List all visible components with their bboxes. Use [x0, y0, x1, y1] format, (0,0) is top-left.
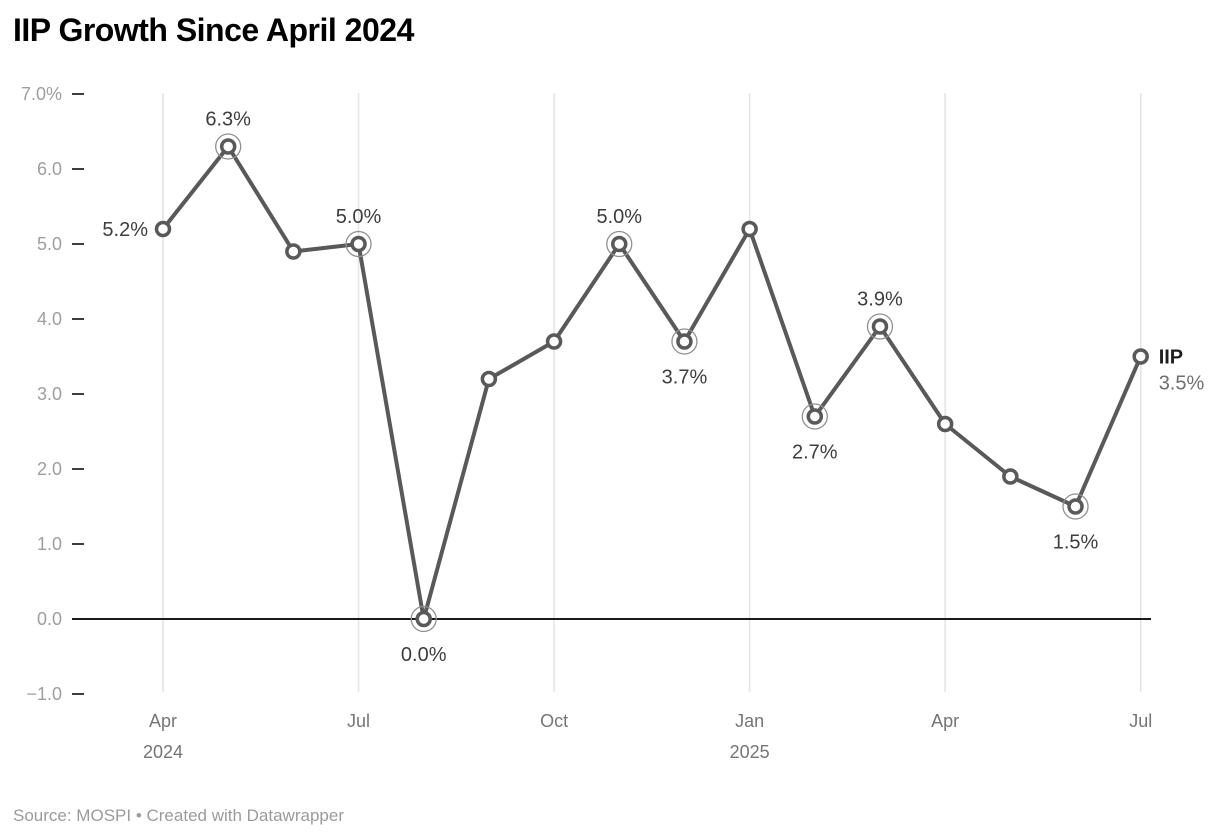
x-axis-year-label: 2025 [730, 742, 770, 762]
data-point [676, 333, 693, 350]
chart-title: IIP Growth Since April 2024 [13, 12, 414, 48]
highlight-ring [606, 230, 633, 258]
series-name-label: IIP [1159, 347, 1183, 369]
data-point [1002, 468, 1019, 485]
highlight-ring [866, 313, 894, 340]
highlight-ring [345, 230, 372, 258]
data-point [1067, 498, 1084, 515]
x-axis-label: Jul [347, 711, 370, 731]
data-point [1132, 348, 1149, 365]
data-point [480, 370, 498, 388]
data-point [415, 610, 432, 628]
point-value-label: 5.0% [596, 206, 642, 228]
point-value-label: 3.9% [857, 289, 903, 311]
y-axis-label: 7.0% [21, 84, 62, 104]
data-point [350, 235, 367, 253]
series-end-value: 3.5% [1159, 373, 1205, 395]
y-axis-label: 0.0 [37, 609, 62, 629]
point-value-label: 5.2% [102, 219, 148, 241]
data-point [936, 415, 954, 433]
y-axis-label: 6.0 [37, 159, 62, 179]
data-point [219, 138, 237, 155]
y-axis-label: −1.0 [26, 684, 62, 704]
point-value-label: 1.5% [1053, 532, 1099, 554]
x-axis-label: Jul [1129, 711, 1152, 731]
y-axis-label: 2.0 [37, 459, 62, 479]
data-point [154, 220, 172, 238]
source-note: Source: MOSPI • Created with Datawrapper [13, 806, 344, 825]
highlight-ring [801, 403, 828, 430]
y-axis-label: 1.0 [37, 534, 62, 554]
x-axis-label: Apr [931, 711, 959, 731]
data-point [741, 220, 758, 238]
point-value-label: 2.7% [792, 442, 838, 464]
point-value-label: 6.3% [205, 109, 251, 131]
data-point [871, 318, 889, 335]
data-point [806, 408, 824, 425]
y-axis-label: 5.0 [37, 234, 62, 254]
x-axis-year-label: 2024 [143, 742, 183, 762]
highlight-ring [410, 605, 437, 633]
highlight-ring [215, 133, 242, 160]
data-point [611, 235, 628, 253]
point-value-label: 0.0% [401, 644, 447, 666]
x-axis-label: Apr [149, 711, 177, 731]
point-value-label: 3.7% [662, 367, 708, 389]
data-point [545, 333, 563, 350]
data-point [285, 243, 302, 260]
y-axis-label: 4.0 [37, 309, 62, 329]
x-axis-label: Oct [540, 711, 568, 731]
point-value-label: 5.0% [336, 206, 382, 228]
x-axis-label: Jan [735, 711, 764, 731]
y-axis-label: 3.0 [37, 384, 62, 404]
highlight-ring [1062, 493, 1089, 520]
series-line [161, 144, 1143, 621]
highlight-ring [671, 328, 698, 355]
